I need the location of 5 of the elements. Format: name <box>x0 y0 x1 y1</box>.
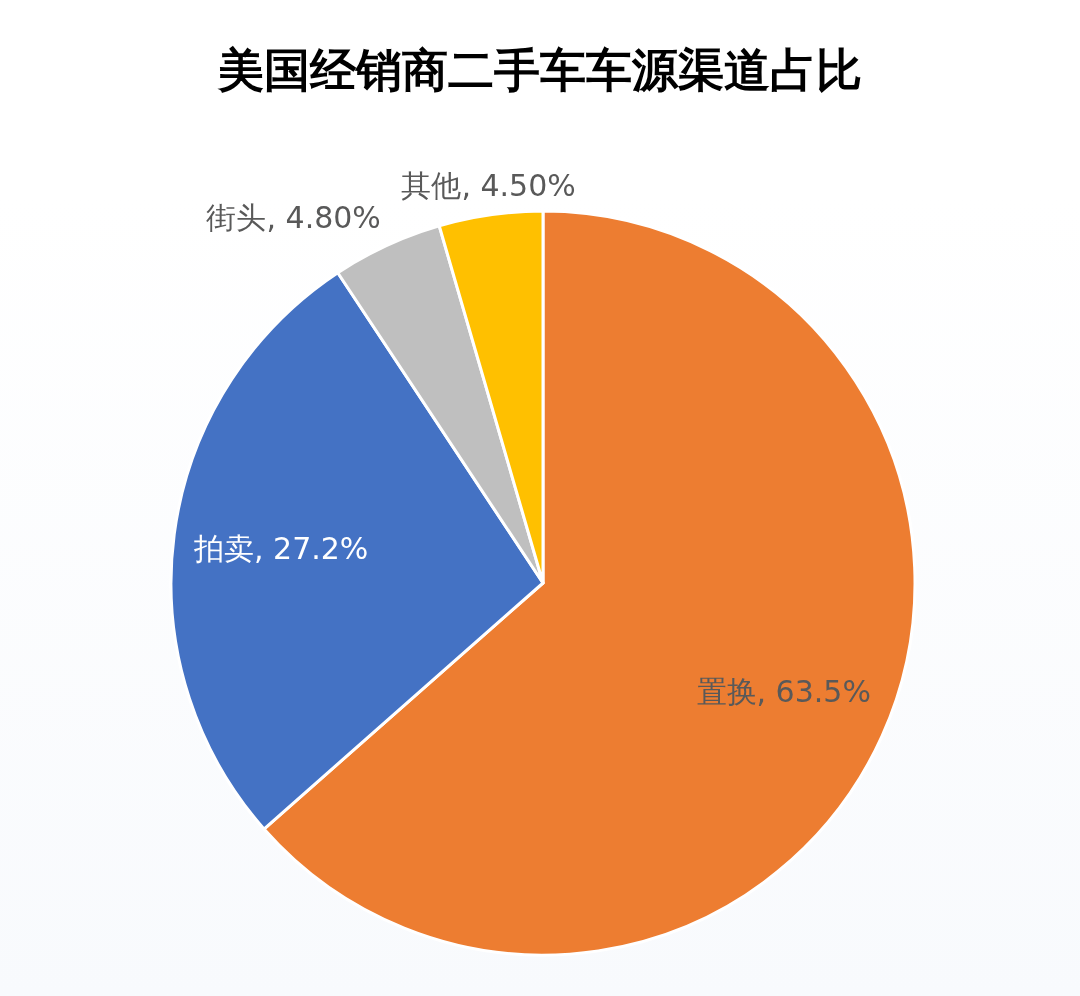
slice-label: 街头, 4.80% <box>206 200 381 236</box>
chart-title: 美国经销商二手车车源渠道占比 <box>217 43 862 97</box>
slice-label: 置换, 63.5% <box>696 674 871 710</box>
slice-label: 其他, 4.50% <box>401 168 576 204</box>
slice-label: 拍卖, 27.2% <box>192 530 369 566</box>
